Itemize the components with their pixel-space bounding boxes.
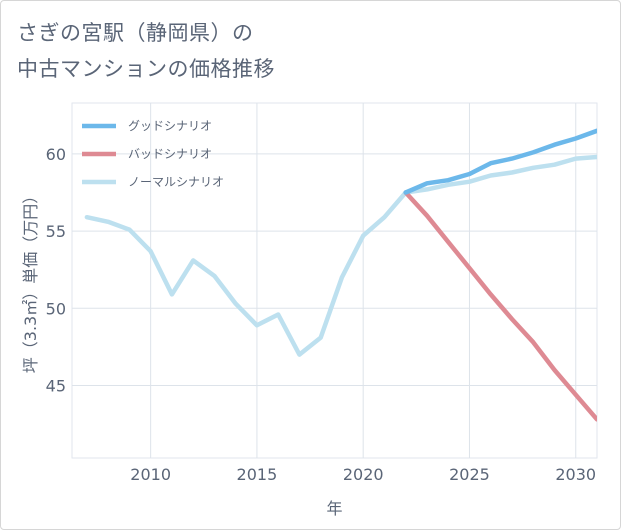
series-line-0 [403,128,597,195]
x-axis-ticks: 2010 2015 2020 2025 2030 [130,465,596,484]
legend-label: バッドシナリオ [128,147,212,161]
grid [71,102,598,459]
chart-title-line-1: さぎの宮駅（静岡県）の [17,21,254,45]
x-tick-label: 2020 [343,465,384,484]
legend-label: グッドシナリオ [128,119,212,133]
x-tick-label: 2025 [449,465,490,484]
y-axis-ticks: 45 50 55 60 [46,145,66,396]
legend-label: ノーマルシナリオ [128,175,224,189]
chart-title-line-2: 中古マンションの価格推移 [17,57,275,81]
chart-title: さぎの宮駅（静岡県）の 中古マンションの価格推移 [17,15,275,87]
x-axis-label: 年 [326,499,342,518]
plot-area [71,102,598,459]
series-line-2 [84,154,597,357]
y-tick-label: 60 [46,145,66,164]
y-tick-label: 55 [46,222,66,241]
y-tick-label: 50 [46,299,66,318]
y-tick-label: 45 [46,376,66,395]
series-lines [84,128,597,422]
x-tick-label: 2030 [555,465,596,484]
y-axis-label: 坪（3.3㎡）単価（万円） [21,188,40,373]
series-line-1 [403,190,597,422]
x-tick-label: 2010 [130,465,171,484]
x-tick-label: 2015 [237,465,278,484]
